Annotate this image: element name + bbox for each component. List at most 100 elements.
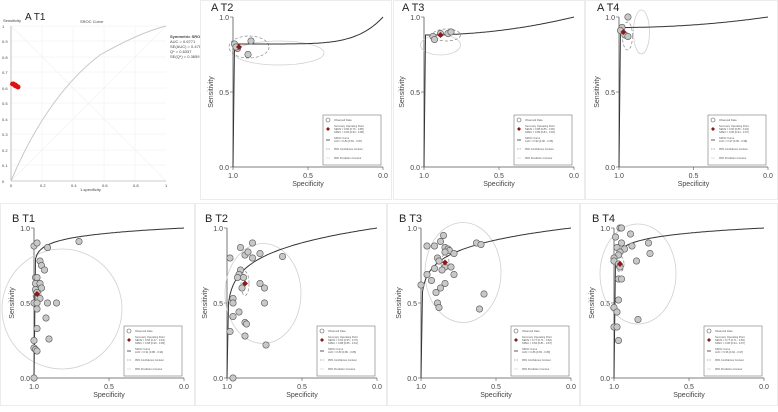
panel-b-t1: B T1 1.0 1.0 0.5 0.5 0.0 0.0 Specificity Sensiti… — [0, 203, 195, 406]
svg-text:SROC Curve: SROC Curve — [135, 347, 151, 351]
observed-point — [628, 242, 636, 250]
svg-text:0.3: 0.3 — [2, 132, 8, 137]
summary-point-icon — [620, 29, 627, 35]
observed-point — [430, 35, 438, 43]
svg-text:SPEC = 0.96 [0.90 - 0.98]: SPEC = 0.96 [0.90 - 0.98] — [334, 130, 364, 134]
observed-point — [614, 296, 622, 304]
svg-text:95% Prediction Contour: 95% Prediction Contour — [328, 367, 356, 371]
observed-point — [256, 249, 264, 257]
chart-b_t2: 1.0 1.0 0.5 0.5 0.0 0.0 Specificity Sensitivity… — [202, 226, 382, 399]
svg-text:95% Confidence Contour: 95% Confidence Contour — [135, 358, 164, 362]
observed-point — [43, 243, 51, 251]
svg-text:0.8: 0.8 — [2, 55, 8, 60]
legend — [510, 325, 570, 377]
observed-point — [235, 308, 243, 316]
svg-text:0.0: 0.0 — [566, 384, 576, 391]
panel-label: B T2 — [205, 213, 229, 225]
observed-point — [624, 32, 632, 40]
observed-point — [42, 314, 50, 322]
svg-text:1.0: 1.0 — [416, 384, 426, 391]
observed-point — [33, 274, 41, 282]
svg-text:1.0: 1.0 — [219, 15, 229, 22]
observed-point — [226, 328, 234, 336]
observed-point — [261, 299, 269, 307]
svg-text:SROC Curve: SROC Curve — [334, 136, 350, 140]
panel-label: B T3 — [399, 213, 423, 225]
observed-point — [423, 271, 431, 279]
panel-a-t4: A T4 1.0 1.0 0.5 0.5 0.0 0.0 Specificity Sensiti… — [585, 0, 778, 200]
observed-point — [626, 230, 634, 238]
observed-point — [236, 243, 244, 251]
svg-text:SROC Curve: SROC Curve — [719, 136, 735, 140]
svg-text:1: 1 — [2, 24, 5, 29]
panel-label: A T3 — [402, 2, 425, 14]
svg-text:0.0: 0.0 — [759, 384, 769, 391]
svg-text:95% Confidence Contour: 95% Confidence Contour — [715, 358, 744, 362]
svg-text:1.0: 1.0 — [407, 226, 417, 233]
svg-text:0.7: 0.7 — [2, 70, 8, 75]
observed-point — [33, 325, 41, 333]
chart-a_t3: 1.0 1.0 0.5 0.5 0.0 0.0 Specificity Sensitivity… — [399, 15, 579, 188]
svg-text:1.0: 1.0 — [222, 384, 232, 391]
observed-point — [33, 299, 41, 307]
observed-point — [427, 277, 435, 285]
svg-text:0.5: 0.5 — [219, 90, 229, 97]
observed-point — [33, 239, 41, 247]
svg-text:95% Confidence Contour: 95% Confidence Contour — [719, 147, 748, 151]
svg-text:Summary Operating Point: Summary Operating Point — [525, 124, 555, 128]
legend — [322, 114, 382, 166]
svg-text:AUC = 0.93 [0.90 - 0.95]: AUC = 0.93 [0.90 - 0.95] — [525, 139, 553, 143]
legend — [513, 114, 573, 166]
observed-point — [645, 239, 653, 247]
observed-point — [441, 280, 449, 288]
svg-text:Observed Data: Observed Data — [135, 329, 153, 333]
svg-text:0.1: 0.1 — [2, 163, 8, 168]
svg-text:0.0: 0.0 — [569, 173, 579, 180]
svg-text:SPEC = 0.96 [0.94 - 0.97]: SPEC = 0.96 [0.94 - 0.97] — [719, 130, 749, 134]
svg-text:1.0: 1.0 — [605, 15, 615, 22]
observed-point — [244, 248, 252, 256]
observed-point — [262, 341, 270, 349]
svg-text:0.4: 0.4 — [2, 117, 8, 122]
svg-text:0.5: 0.5 — [297, 384, 307, 391]
svg-text:AUC = 0.83 [0.80 - 0.86]: AUC = 0.83 [0.80 - 0.86] — [328, 350, 356, 354]
svg-text:95% Confidence Contour: 95% Confidence Contour — [328, 358, 357, 362]
svg-text:0.2: 0.2 — [40, 183, 46, 188]
svg-text:SENS = 0.90 [0.85 - 0.94]: SENS = 0.90 [0.85 - 0.94] — [719, 127, 749, 131]
svg-text:1.0: 1.0 — [213, 226, 223, 233]
observed-point — [476, 305, 484, 313]
svg-text:0.9: 0.9 — [2, 39, 8, 44]
observed-point — [423, 242, 431, 250]
observed-point — [248, 239, 256, 247]
svg-text:Specificity: Specificity — [673, 392, 705, 399]
svg-text:SENS = 0.63 [0.55 - 0.70]: SENS = 0.63 [0.55 - 0.70] — [328, 338, 358, 342]
observed-point — [617, 224, 625, 232]
observed-point — [450, 249, 458, 257]
observed-point — [436, 284, 444, 292]
svg-text:Specificity: Specificity — [93, 392, 125, 399]
svg-text:AUC = 0.96 [0.94 - 0.97]: AUC = 0.96 [0.94 - 0.97] — [715, 350, 743, 354]
svg-text:AUC = 0.91 [0.88 - 0.94]: AUC = 0.91 [0.88 - 0.94] — [135, 350, 163, 354]
chart-a_t4: 1.0 1.0 0.5 0.5 0.0 0.0 Specificity Sensitivity… — [594, 9, 773, 188]
svg-text:SPEC = 0.89 [0.84 - 0.93]: SPEC = 0.89 [0.84 - 0.93] — [525, 130, 555, 134]
svg-text:95% Confidence Contour: 95% Confidence Contour — [522, 358, 551, 362]
panel-a-t2: A T2 1.0 1.0 0.5 0.5 0.0 0.0 Specificity Sensiti… — [200, 0, 392, 200]
panel-label: A T4 — [597, 2, 620, 14]
svg-text:0.0: 0.0 — [213, 376, 223, 383]
observed-point — [247, 37, 255, 45]
svg-text:Sensitivity: Sensitivity — [202, 287, 209, 319]
panel-b-t3: B T3 1.0 1.0 0.5 0.5 0.0 0.0 Specificity Sensiti… — [387, 203, 580, 406]
observed-point — [43, 299, 51, 307]
panel-label: A T1 — [25, 12, 46, 23]
observed-point — [248, 254, 256, 262]
svg-text:Summary Operating Point: Summary Operating Point — [715, 335, 745, 339]
svg-text:SPEC = 0.98 [0.96 - 0.99]: SPEC = 0.98 [0.96 - 0.99] — [135, 341, 165, 345]
legend — [707, 114, 767, 166]
svg-text:95% Prediction Contour: 95% Prediction Contour — [715, 367, 743, 371]
observed-point — [233, 274, 241, 282]
svg-text:0.0: 0.0 — [605, 165, 615, 172]
summary-point-icon — [34, 291, 40, 297]
observed-point — [226, 254, 234, 262]
svg-text:0.6: 0.6 — [2, 86, 8, 91]
svg-text:0.5: 0.5 — [410, 90, 420, 97]
